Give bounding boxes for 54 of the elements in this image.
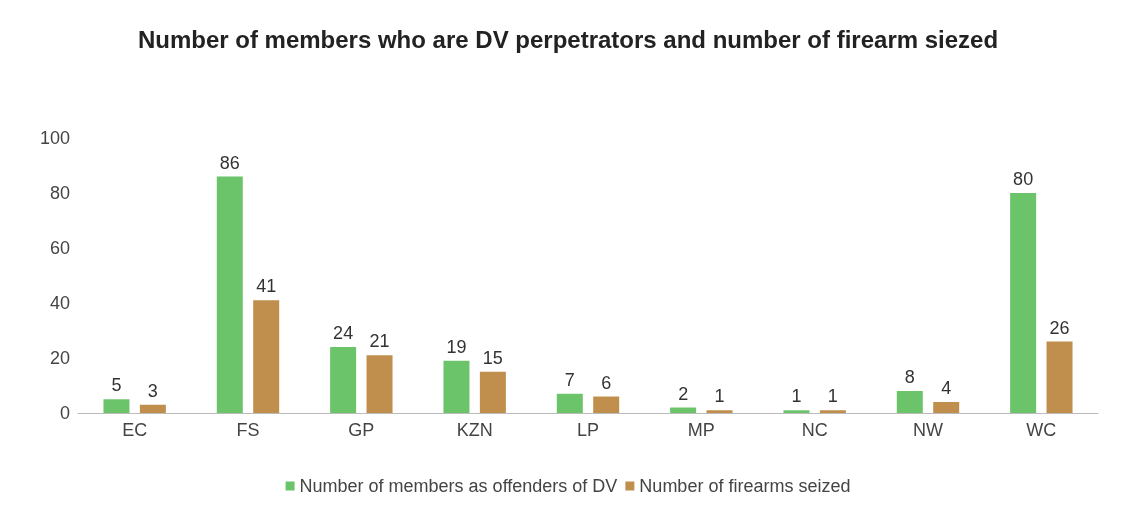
y-tick-label: 60 <box>49 238 70 258</box>
bar <box>933 402 960 413</box>
x-tick-label: KZN <box>456 420 493 440</box>
data-label: 6 <box>601 372 612 393</box>
data-label: 26 <box>1049 317 1070 338</box>
x-tick-label: MP <box>687 420 715 440</box>
bar <box>479 371 506 413</box>
y-tick-label: 20 <box>49 348 70 368</box>
data-label: 80 <box>1013 169 1034 189</box>
data-label: 1 <box>791 386 802 407</box>
bar <box>670 407 697 413</box>
bar <box>783 410 810 413</box>
bar <box>1046 341 1073 413</box>
bar <box>706 410 733 413</box>
data-label: 3 <box>147 380 158 401</box>
legend-label: Number of firearms seized <box>639 476 851 496</box>
chart-title: Number of members who are DV perpetrators and number of firearm siezed <box>137 25 999 53</box>
bar <box>253 300 280 413</box>
bar <box>556 393 583 413</box>
bar <box>139 404 166 413</box>
legend-label: Number of members as offenders of DV <box>299 476 618 496</box>
bar <box>216 176 243 413</box>
y-tick-label: 40 <box>49 293 70 313</box>
data-label: 7 <box>564 369 575 390</box>
data-label: 41 <box>256 276 277 297</box>
y-tick-label: 100 <box>39 128 70 148</box>
data-label: 19 <box>446 336 467 357</box>
data-label: 1 <box>827 386 838 407</box>
bar <box>330 347 357 413</box>
data-label: 15 <box>482 347 503 368</box>
bar <box>103 399 130 413</box>
bar <box>896 391 923 413</box>
y-tick-label: 0 <box>59 403 70 423</box>
bar <box>366 355 393 413</box>
x-tick-label: WC <box>1026 420 1057 440</box>
bar <box>1010 193 1037 413</box>
data-label: 5 <box>111 375 122 396</box>
bar <box>593 396 620 413</box>
data-label: 1 <box>714 386 725 407</box>
bar <box>819 410 846 413</box>
x-tick-label: EC <box>122 420 148 440</box>
data-label: 24 <box>333 323 354 343</box>
data-label: 4 <box>941 378 952 398</box>
data-label: 86 <box>219 152 240 173</box>
x-tick-label: LP <box>576 420 600 440</box>
data-label: 8 <box>904 367 915 387</box>
data-label: 2 <box>678 383 689 404</box>
x-tick-label: GP <box>348 420 375 440</box>
data-label: 21 <box>369 331 390 352</box>
x-tick-label: NC <box>801 420 828 440</box>
x-tick-label: FS <box>236 420 260 440</box>
y-tick-label: 80 <box>49 183 70 203</box>
bar <box>443 360 470 413</box>
x-tick-label: NW <box>913 420 943 440</box>
